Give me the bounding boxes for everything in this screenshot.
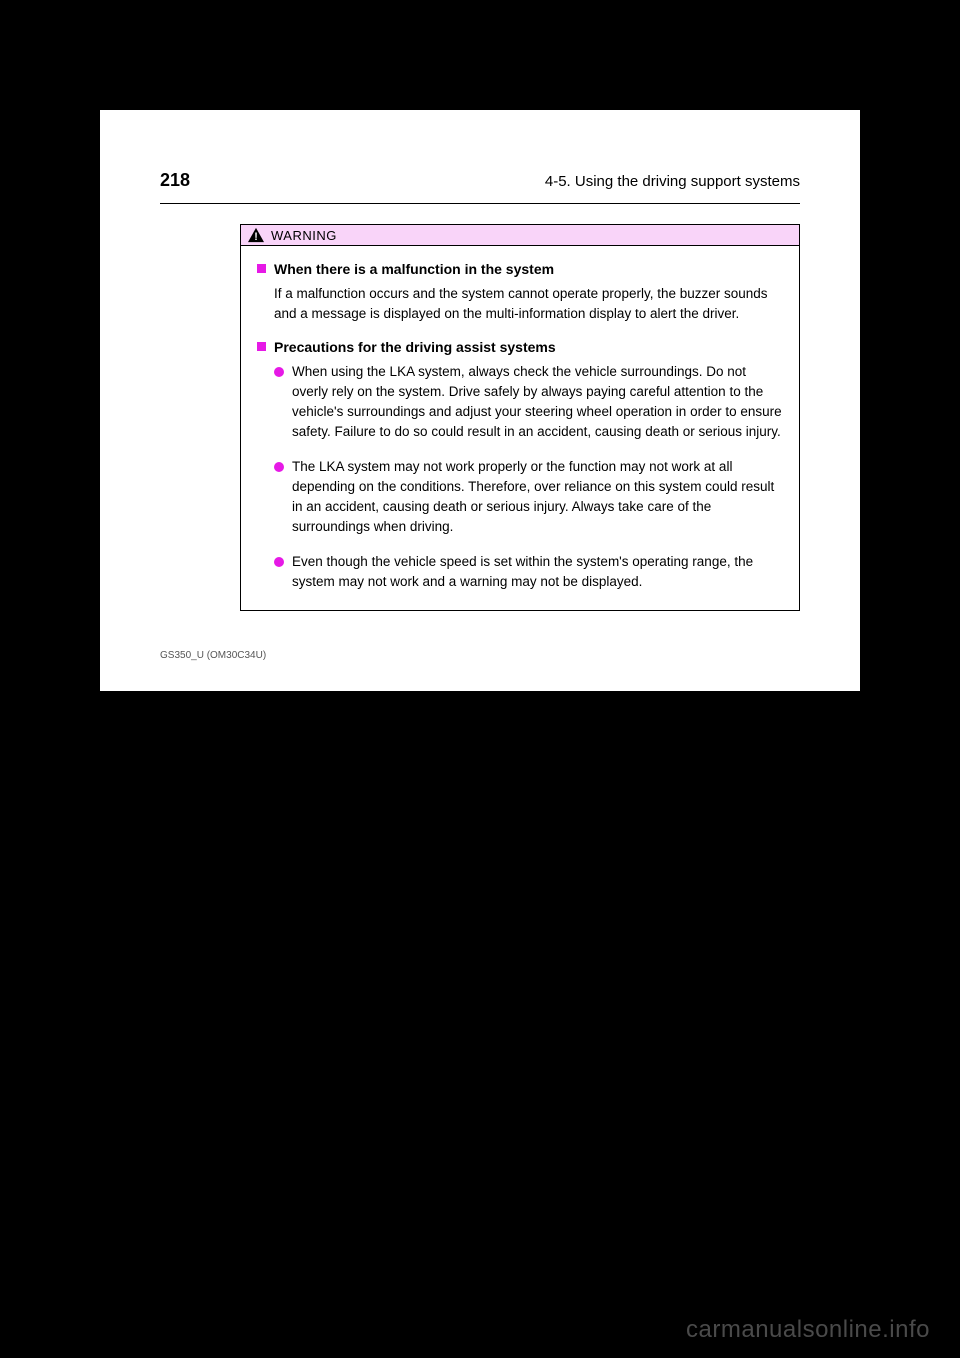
warning-bullet-item: The LKA system may not work properly or … [274, 457, 783, 538]
warning-section-heading: Precautions for the driving assist syste… [274, 338, 556, 358]
warning-section-heading-row: When there is a malfunction in the syste… [257, 260, 783, 280]
page-header: 218 4-5. Using the driving support syste… [160, 170, 800, 191]
warning-section-heading: When there is a malfunction in the syste… [274, 260, 554, 280]
warning-triangle-icon: ! [247, 227, 265, 243]
warning-body: When there is a malfunction in the syste… [241, 246, 799, 610]
manual-page: 218 4-5. Using the driving support syste… [100, 110, 860, 691]
warning-bullet-item: Even though the vehicle speed is set wit… [274, 552, 783, 593]
warning-bullet-item: When using the LKA system, always check … [274, 362, 783, 443]
page-number: 218 [160, 170, 190, 191]
warning-bullet-text: Even though the vehicle speed is set wit… [292, 552, 783, 593]
warning-box: ! WARNING When there is a malfunction in… [240, 224, 800, 611]
round-bullet-icon [274, 557, 284, 567]
section-title: 4-5. Using the driving support systems [545, 173, 800, 190]
warning-bullet-text: The LKA system may not work properly or … [292, 457, 783, 538]
round-bullet-icon [274, 462, 284, 472]
square-bullet-icon [257, 342, 266, 351]
svg-text:!: ! [254, 231, 258, 243]
header-divider [160, 203, 800, 204]
round-bullet-icon [274, 367, 284, 377]
document-info: GS350_U (OM30C34U) [160, 650, 266, 661]
watermark: carmanualsonline.info [686, 1316, 930, 1344]
warning-bullet-text: When using the LKA system, always check … [292, 362, 783, 443]
square-bullet-icon [257, 264, 266, 273]
warning-section-heading-row: Precautions for the driving assist syste… [257, 338, 783, 358]
warning-label: WARNING [271, 228, 337, 243]
warning-section-body: If a malfunction occurs and the system c… [274, 284, 783, 325]
warning-header: ! WARNING [241, 225, 799, 246]
